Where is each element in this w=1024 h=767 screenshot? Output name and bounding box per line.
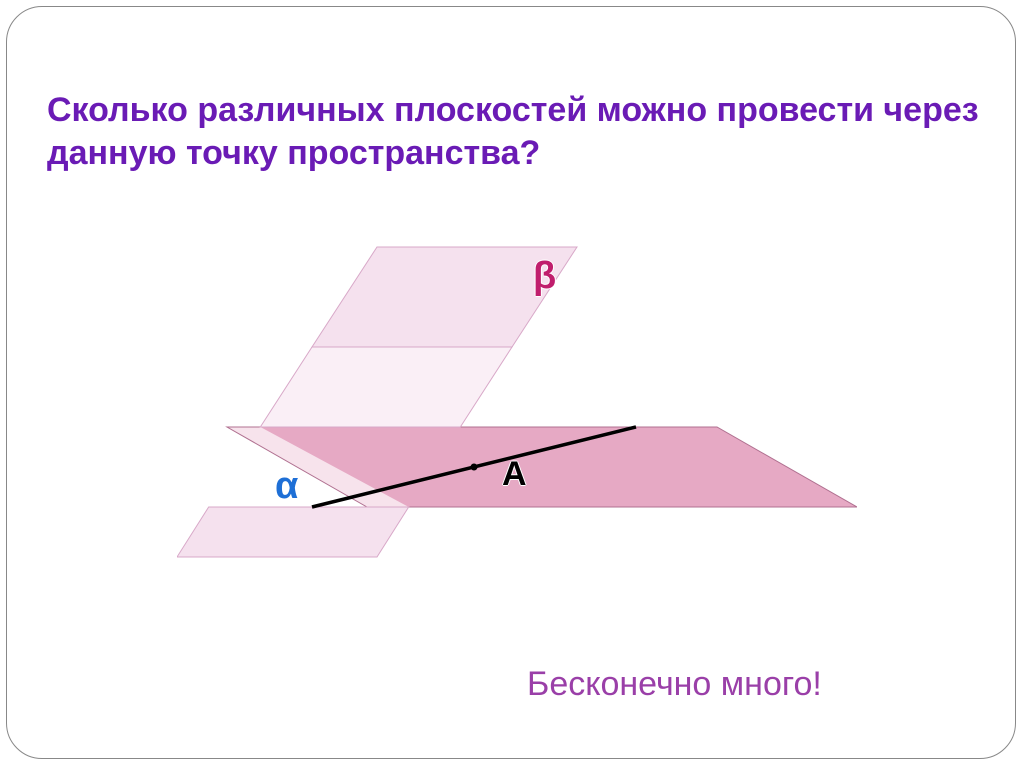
plane-beta-front-lower xyxy=(177,507,409,557)
planes-diagram: β α A xyxy=(177,217,857,577)
label-beta: β xyxy=(533,255,556,298)
label-alpha: α xyxy=(275,465,298,508)
answer-text: Бесконечно много! xyxy=(527,665,822,704)
point-a xyxy=(471,464,478,471)
diagram-svg xyxy=(177,217,857,577)
question-text: Сколько различных плоскостей можно прове… xyxy=(47,89,987,174)
plane-beta-front-upper xyxy=(260,347,512,427)
slide-frame: Сколько различных плоскостей можно прове… xyxy=(6,6,1016,759)
label-point-a: A xyxy=(502,455,527,494)
